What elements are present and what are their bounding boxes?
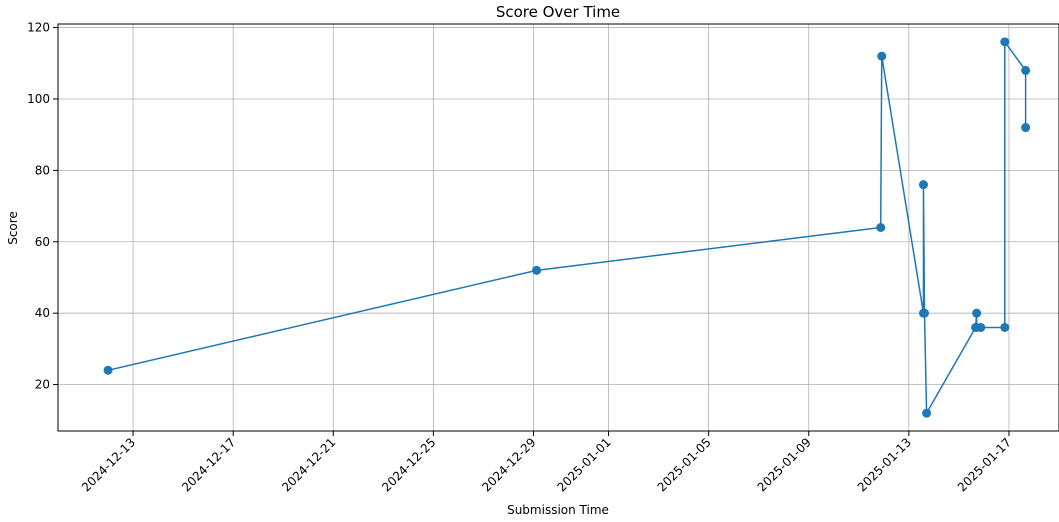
data-point: [1021, 65, 1031, 75]
series-line: [107, 41, 1027, 414]
y-tick-label: 120: [27, 21, 50, 35]
data-point: [1000, 322, 1010, 332]
x-axis-ticks: 2024-12-13 2024-12-17 2024-12-21 2024-12-25…: [79, 431, 1014, 494]
x-tick-label: 2024-12-29: [479, 435, 538, 494]
x-tick-label: 2025-01-05: [655, 435, 714, 494]
y-tick-label: 60: [35, 235, 50, 249]
data-point: [1021, 123, 1031, 133]
y-tick-label: 20: [35, 378, 50, 392]
plot-frame: [57, 23, 1059, 432]
data-point: [1000, 37, 1010, 47]
x-axis-label: Submission Time: [507, 503, 609, 517]
x-tick-label: 2025-01-01: [554, 435, 613, 494]
y-tick-label: 80: [35, 163, 50, 177]
data-point: [876, 223, 886, 232]
x-tick-label: 2025-01-17: [955, 435, 1014, 494]
data-point: [877, 51, 887, 61]
grid-lines: [58, 24, 1059, 431]
data-point: [919, 308, 929, 318]
data-point: [103, 365, 113, 375]
x-tick-label: 2024-12-21: [279, 435, 338, 494]
y-axis-ticks: 20 40 60 80 100 120: [27, 21, 58, 392]
y-axis-label: Score: [6, 211, 20, 245]
chart-title: Score Over Time: [496, 3, 620, 21]
data-point: [918, 180, 928, 190]
data-point: [922, 408, 932, 418]
x-tick-label: 2025-01-13: [855, 435, 914, 494]
data-point: [532, 265, 542, 275]
series-lines: [107, 41, 1027, 414]
x-tick-label: 2024-12-13: [79, 435, 138, 494]
y-tick-label: 100: [27, 92, 50, 106]
y-tick-label: 40: [35, 306, 50, 320]
x-tick-label: 2024-12-17: [179, 435, 238, 494]
data-points: [103, 37, 1031, 418]
x-tick-label: 2025-01-09: [755, 435, 814, 494]
data-point: [972, 308, 982, 318]
x-tick-label: 2024-12-25: [379, 435, 438, 494]
data-point: [976, 322, 986, 332]
